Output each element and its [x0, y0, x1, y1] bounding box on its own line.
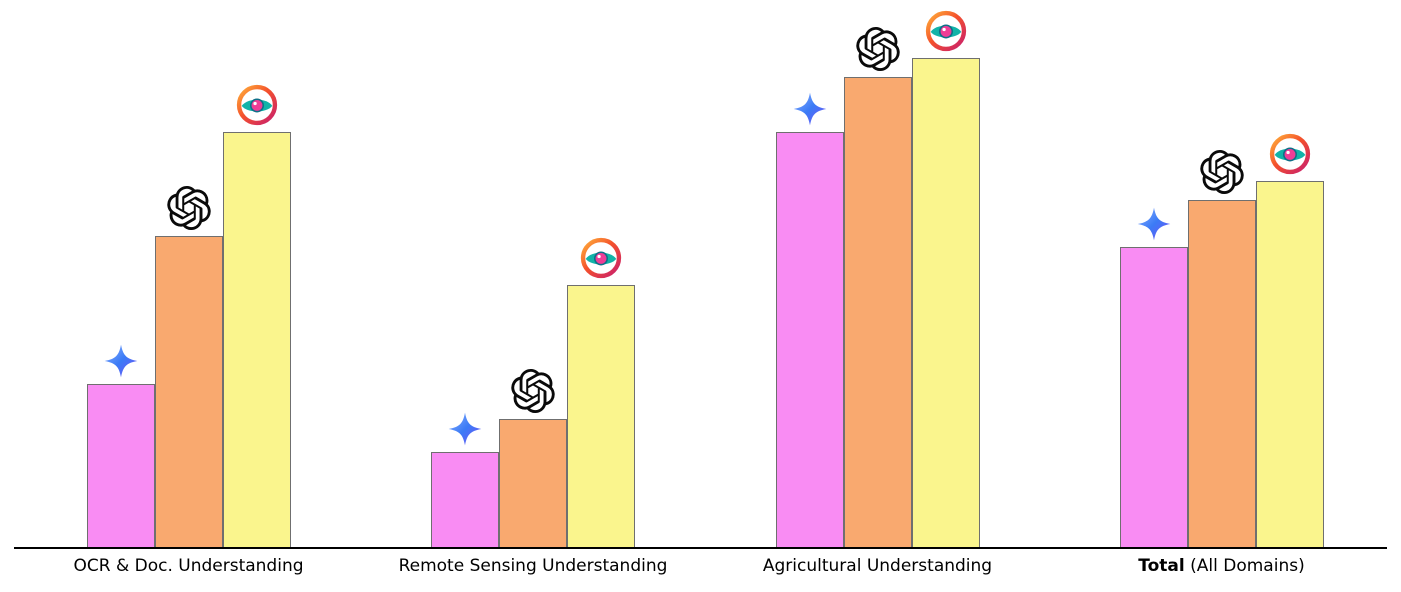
x-axis-label-group3: Total (All Domains)	[1022, 556, 1401, 576]
x-axis-label-text: (All Domains)	[1184, 556, 1305, 576]
openai-icon	[1199, 150, 1244, 195]
bar-openai-group1	[499, 419, 567, 548]
rainbow-eye-icon	[925, 10, 967, 52]
bar-openai-group2	[843, 76, 912, 548]
x-axis-label-group2: Agricultural Understanding	[678, 556, 1078, 576]
gemini-sparkle-icon	[793, 92, 827, 126]
x-axis-label-group0: OCR & Doc. Understanding	[0, 556, 389, 576]
bar-gemini-sparkle-group3	[1119, 246, 1188, 548]
openai-icon	[511, 369, 555, 414]
bar-openai-group3	[1187, 200, 1256, 548]
bar-rainbow-eye-group2	[911, 57, 980, 548]
gemini-sparkle-icon	[1137, 207, 1171, 241]
rainbow-eye-icon	[1269, 133, 1311, 175]
bar-rainbow-eye-group0	[222, 131, 291, 548]
bar-openai-group0	[154, 235, 223, 548]
bar-gemini-sparkle-group1	[431, 452, 499, 548]
rainbow-eye-icon	[236, 84, 278, 126]
gemini-sparkle-icon	[448, 412, 482, 446]
x-axis-label-bold-part: Total	[1138, 556, 1185, 576]
rainbow-eye-icon	[580, 237, 622, 279]
bar-gemini-sparkle-group0	[86, 383, 155, 548]
x-axis-label-text: OCR & Doc. Understanding	[73, 556, 304, 576]
gemini-sparkle-icon	[104, 344, 138, 378]
openai-icon	[166, 185, 211, 230]
x-axis-line	[14, 547, 1387, 549]
bar-rainbow-eye-group3	[1255, 180, 1324, 548]
x-axis-label-text: Remote Sensing Understanding	[398, 556, 668, 576]
x-axis-label-text: Agricultural Understanding	[762, 556, 993, 576]
x-axis-label-group1: Remote Sensing Understanding	[333, 556, 733, 576]
bar-rainbow-eye-group1	[567, 284, 635, 548]
openai-icon	[855, 26, 900, 71]
bar-gemini-sparkle-group2	[775, 131, 844, 548]
